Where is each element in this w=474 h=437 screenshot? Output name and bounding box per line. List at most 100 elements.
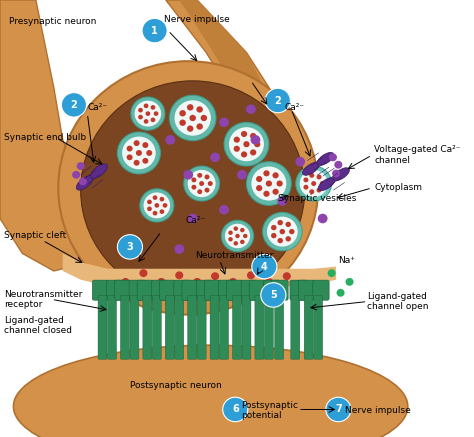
FancyBboxPatch shape	[130, 295, 139, 359]
FancyBboxPatch shape	[304, 295, 313, 359]
Circle shape	[127, 154, 133, 160]
Circle shape	[62, 93, 86, 117]
Circle shape	[273, 172, 279, 178]
Circle shape	[144, 104, 148, 108]
Circle shape	[246, 104, 256, 114]
FancyBboxPatch shape	[313, 280, 329, 300]
FancyBboxPatch shape	[92, 280, 109, 300]
Circle shape	[265, 278, 273, 286]
Circle shape	[346, 278, 354, 286]
Circle shape	[234, 241, 238, 246]
Circle shape	[256, 185, 262, 191]
Circle shape	[303, 185, 309, 190]
Circle shape	[219, 205, 229, 215]
Ellipse shape	[318, 178, 335, 191]
Circle shape	[187, 104, 193, 111]
Circle shape	[246, 162, 292, 205]
Text: 3: 3	[127, 242, 133, 252]
Circle shape	[274, 287, 282, 295]
Circle shape	[79, 177, 87, 185]
Text: 6: 6	[232, 405, 238, 414]
Circle shape	[163, 203, 167, 208]
Circle shape	[250, 133, 256, 139]
FancyBboxPatch shape	[232, 295, 241, 359]
Circle shape	[240, 239, 245, 244]
Circle shape	[140, 189, 174, 222]
Circle shape	[188, 214, 198, 223]
Circle shape	[238, 288, 246, 295]
Circle shape	[285, 222, 291, 227]
FancyBboxPatch shape	[120, 295, 129, 359]
FancyBboxPatch shape	[143, 295, 152, 359]
Circle shape	[134, 160, 140, 166]
FancyBboxPatch shape	[175, 295, 184, 359]
FancyBboxPatch shape	[152, 280, 168, 300]
Circle shape	[127, 146, 133, 152]
Circle shape	[225, 224, 250, 248]
Circle shape	[265, 88, 291, 113]
Circle shape	[223, 397, 248, 422]
FancyBboxPatch shape	[174, 280, 190, 300]
FancyBboxPatch shape	[291, 295, 300, 359]
Circle shape	[179, 110, 186, 116]
Text: 2: 2	[274, 96, 281, 105]
Text: Neurotransmitter: Neurotransmitter	[195, 251, 273, 260]
FancyBboxPatch shape	[115, 280, 131, 300]
Text: 7: 7	[335, 405, 342, 414]
Circle shape	[146, 150, 152, 156]
FancyBboxPatch shape	[196, 280, 213, 300]
Circle shape	[196, 123, 203, 130]
Circle shape	[202, 287, 210, 295]
Text: Ca²⁻: Ca²⁻	[186, 216, 206, 225]
Ellipse shape	[76, 176, 93, 190]
Circle shape	[256, 293, 264, 301]
FancyBboxPatch shape	[219, 280, 235, 300]
Circle shape	[250, 135, 260, 145]
FancyBboxPatch shape	[275, 295, 283, 359]
Text: 1: 1	[151, 26, 158, 35]
Circle shape	[147, 200, 152, 204]
FancyBboxPatch shape	[314, 295, 323, 359]
Circle shape	[320, 181, 325, 186]
Circle shape	[221, 220, 254, 252]
Circle shape	[121, 278, 129, 286]
Circle shape	[235, 234, 240, 238]
Text: Ca²⁻: Ca²⁻	[284, 103, 305, 111]
FancyBboxPatch shape	[152, 295, 161, 359]
Circle shape	[241, 131, 247, 137]
Circle shape	[183, 170, 193, 180]
Circle shape	[295, 157, 305, 166]
Circle shape	[263, 212, 302, 251]
Circle shape	[317, 187, 321, 193]
Circle shape	[174, 100, 211, 136]
FancyBboxPatch shape	[255, 295, 264, 359]
Circle shape	[256, 176, 262, 182]
Circle shape	[266, 180, 272, 187]
Circle shape	[165, 135, 175, 145]
FancyBboxPatch shape	[219, 295, 228, 359]
Circle shape	[240, 228, 245, 232]
Circle shape	[247, 271, 255, 279]
Circle shape	[277, 196, 287, 206]
FancyBboxPatch shape	[182, 280, 198, 300]
Circle shape	[144, 119, 148, 124]
Circle shape	[169, 95, 216, 141]
Circle shape	[285, 236, 291, 242]
Circle shape	[303, 177, 309, 182]
Circle shape	[292, 280, 300, 288]
FancyBboxPatch shape	[271, 280, 288, 300]
Circle shape	[191, 185, 196, 190]
Circle shape	[264, 191, 270, 197]
Circle shape	[144, 192, 170, 218]
Circle shape	[289, 229, 294, 234]
Circle shape	[174, 244, 184, 254]
Circle shape	[334, 161, 342, 169]
Ellipse shape	[13, 345, 408, 437]
Circle shape	[234, 226, 238, 231]
Circle shape	[252, 254, 277, 279]
Text: Voltage-gated Ca²⁻
channel: Voltage-gated Ca²⁻ channel	[374, 146, 461, 165]
FancyBboxPatch shape	[264, 280, 280, 300]
Circle shape	[220, 294, 228, 302]
Circle shape	[196, 106, 203, 113]
Circle shape	[136, 150, 142, 156]
